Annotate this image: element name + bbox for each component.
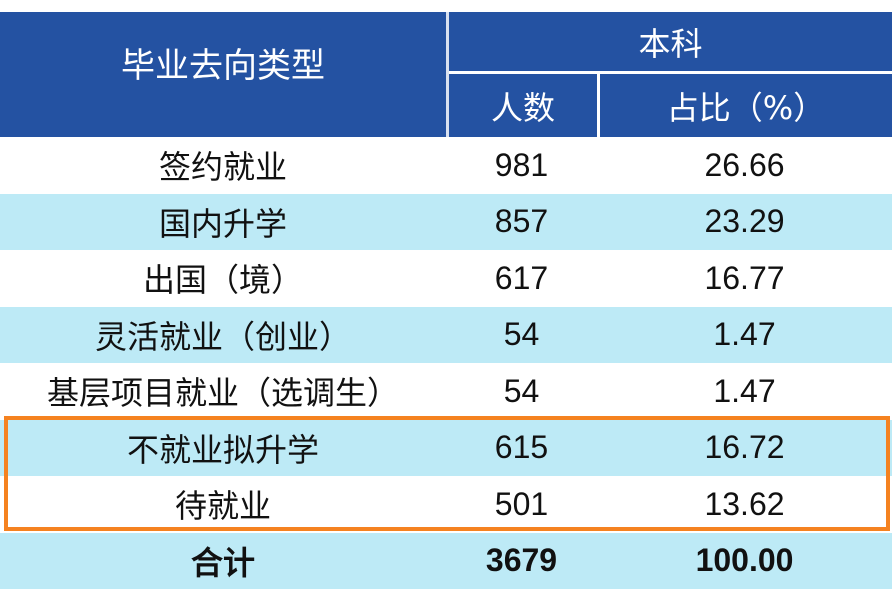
row-count: 615 [494, 429, 549, 466]
header-count: 人数 [490, 88, 555, 127]
row-percent: 1.47 [713, 372, 776, 409]
header-group-undergrad: 本科 [638, 24, 703, 63]
row-percent: 16.77 [704, 259, 785, 296]
row-percent: 13.62 [704, 485, 785, 522]
table-row: 签约就业 981 26.66 [0, 137, 892, 194]
row-name: 不就业拟升学 [126, 430, 319, 469]
table-total-row: 合计 3679 100.00 [0, 532, 892, 589]
header-divider [449, 71, 892, 74]
row-count: 501 [494, 485, 549, 522]
row-count: 857 [494, 203, 549, 240]
row-count: 54 [503, 372, 540, 409]
graduation-destination-table: 毕业去向类型 本科 人数 占比（%） 签约就业 981 26.66 国内升学 8… [0, 12, 892, 589]
header-type: 毕业去向类型 [121, 46, 325, 86]
header-divider [597, 74, 600, 137]
row-name: 国内升学 [158, 204, 287, 243]
row-count: 54 [503, 316, 540, 353]
total-percent: 100.00 [695, 542, 794, 579]
row-name: 出国（境） [142, 261, 303, 300]
total-name: 合计 [190, 543, 255, 582]
row-count: 617 [494, 259, 549, 296]
table-row: 国内升学 857 23.29 [0, 193, 892, 250]
row-name: 灵活就业（创业） [94, 317, 351, 356]
row-name: 签约就业 [158, 148, 287, 187]
table-row: 基层项目就业（选调生） 54 1.47 [0, 363, 892, 420]
header-percent: 占比（%） [666, 88, 826, 127]
total-count: 3679 [485, 542, 558, 579]
header-divider [446, 12, 449, 137]
table-row: 待就业 501 13.62 [0, 476, 892, 533]
row-percent: 1.47 [713, 316, 776, 353]
row-percent: 23.29 [704, 203, 785, 240]
table-row: 灵活就业（创业） 54 1.47 [0, 306, 892, 363]
row-name: 待就业 [174, 487, 271, 526]
table-row: 不就业拟升学 615 16.72 [0, 419, 892, 476]
table-row: 出国（境） 617 16.77 [0, 250, 892, 307]
table-header: 毕业去向类型 本科 人数 占比（%） [0, 12, 892, 137]
row-percent: 16.72 [704, 429, 785, 466]
row-percent: 26.66 [704, 146, 785, 183]
row-name: 基层项目就业（选调生） [46, 374, 399, 413]
row-count: 981 [494, 146, 549, 183]
